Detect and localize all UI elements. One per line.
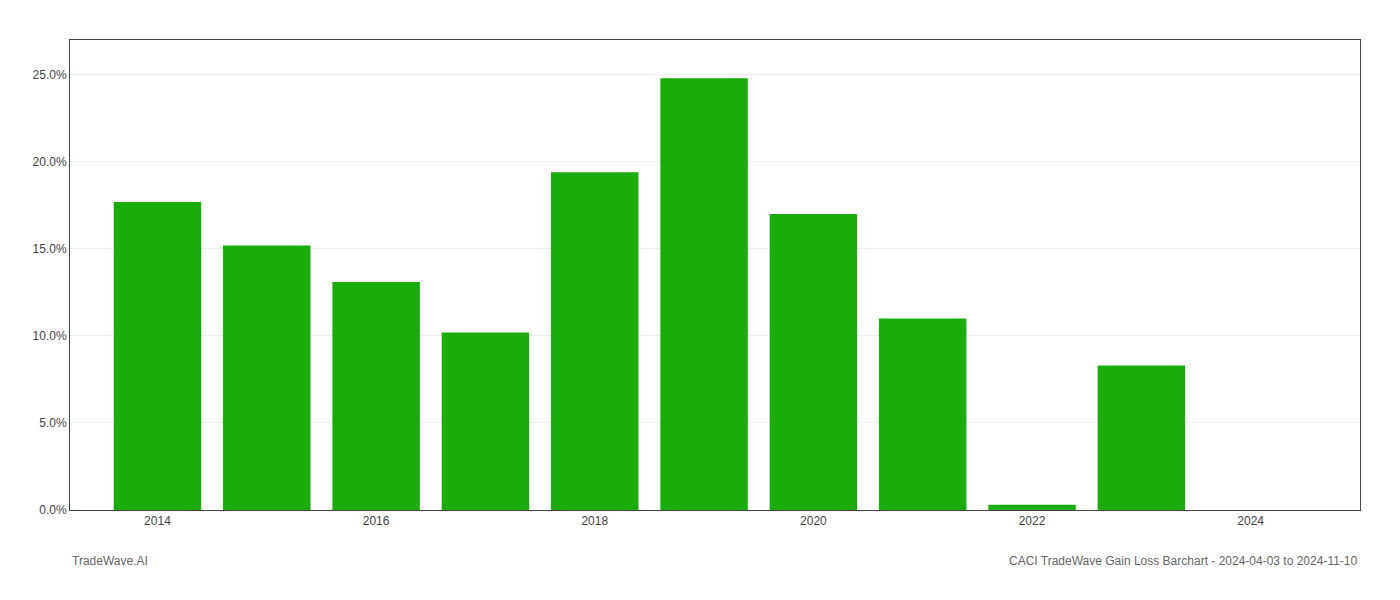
- svg-text:2022: 2022: [1019, 514, 1046, 528]
- svg-text:2014: 2014: [144, 514, 171, 528]
- svg-text:2016: 2016: [363, 514, 390, 528]
- svg-text:5.0%: 5.0%: [39, 416, 67, 430]
- svg-text:TradeWave.AI: TradeWave.AI: [72, 554, 148, 568]
- svg-text:25.0%: 25.0%: [33, 68, 67, 82]
- svg-text:2018: 2018: [581, 514, 608, 528]
- svg-text:0.0%: 0.0%: [39, 503, 67, 517]
- svg-text:2024: 2024: [1237, 514, 1264, 528]
- svg-text:15.0%: 15.0%: [33, 242, 67, 256]
- svg-text:CACI TradeWave Gain Loss Barch: CACI TradeWave Gain Loss Barchart - 2024…: [1009, 554, 1358, 568]
- svg-text:10.0%: 10.0%: [33, 329, 67, 343]
- svg-text:2020: 2020: [800, 514, 827, 528]
- svg-text:20.0%: 20.0%: [33, 155, 67, 169]
